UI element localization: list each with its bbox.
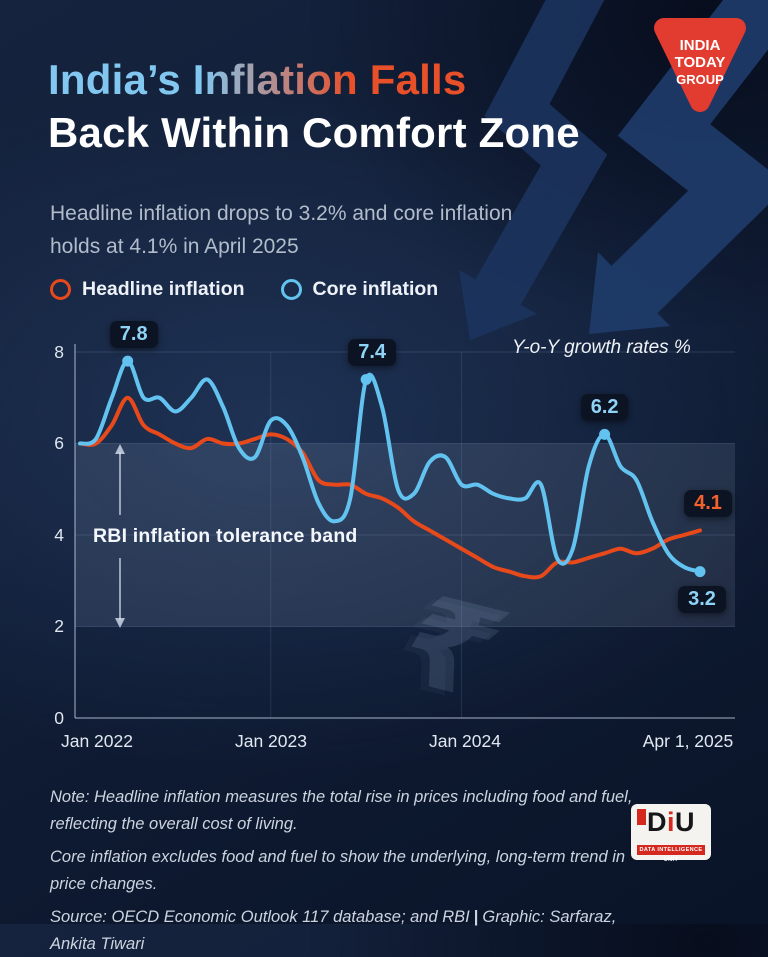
diu-strip-label: DATA INTELLIGENCE UNIT [637, 845, 705, 863]
xtick-jan-2022: Jan 2022 [60, 731, 133, 751]
legend-item-core: Core inflation [280, 278, 439, 301]
logo-line-group: GROUP [676, 72, 724, 87]
annotation-badge-7.8: 7.8 [109, 321, 158, 349]
source-text: Source: OECD Economic Outlook 117 databa… [50, 907, 470, 926]
rbi-band-label: RBI inflation tolerance band [93, 525, 358, 547]
annotation-badge-7.4: 7.4 [348, 339, 397, 367]
xtick-apr-2025: Apr 1, 2025 [642, 731, 734, 751]
legend-item-headline: Headline inflation [50, 278, 245, 301]
yoy-growth-label: Y-o-Y growth rates % [512, 337, 691, 358]
india-today-group-logo: INDIA TODAY GROUP [654, 18, 746, 112]
inflation-line-chart [74, 344, 735, 719]
ytick-8: 8 [54, 342, 64, 362]
data-point-dot [122, 355, 134, 367]
source-separator: | [473, 907, 479, 926]
footer-note-line-3: Core inflation excludes food and fuel to… [50, 848, 626, 894]
trend-arrow-small-icon [459, 0, 608, 340]
ytick-2: 2 [54, 616, 64, 636]
logo-line-india: INDIA [680, 37, 721, 54]
core-series-ring-icon [280, 279, 302, 300]
xtick-jan-2023: Jan 2023 [234, 731, 307, 751]
xtick-jan-2024: Jan 2024 [428, 731, 501, 751]
subtitle: Headline inflation drops to 3.2% and cor… [50, 198, 512, 263]
ytick-6: 6 [54, 433, 64, 453]
annotation-badge-6.2: 6.2 [580, 394, 629, 422]
footer-notes: Note: Headline inflation measures the to… [50, 784, 650, 957]
diu-flag-icon [637, 809, 646, 825]
series-line [78, 395, 702, 580]
ytick-0: 0 [54, 708, 64, 728]
series-line [78, 359, 702, 574]
diu-letter-u: U [675, 807, 695, 837]
annotation-badge-3.2: 3.2 [678, 585, 726, 613]
title-line-2: Back Within Comfort Zone [48, 108, 580, 156]
title-word-inflation: Inflation [192, 56, 358, 103]
footer-note-line-1: Note: Headline inflation measures the to… [50, 788, 633, 806]
band-arrow-up-icon [115, 444, 125, 454]
title-word-falls: Falls [369, 56, 467, 103]
page-title: India’s Inflation Falls Back Within Comf… [48, 54, 580, 159]
data-point-dot [360, 373, 372, 385]
diu-letter-d: D [646, 807, 667, 837]
logo-line-today: TODAY [675, 54, 726, 71]
title-word-indias: India’s [48, 56, 181, 103]
subtitle-line-1: Headline inflation drops to 3.2% and cor… [50, 202, 513, 225]
rbi-tolerance-band [75, 443, 735, 627]
subtitle-line-2: holds at 4.1% in April 2025 [50, 234, 299, 258]
headline-series-ring-icon [50, 279, 71, 300]
diu-letter-i: i [666, 807, 675, 837]
chart-legend: Headline inflation Core inflation [50, 278, 438, 301]
ytick-4: 4 [54, 525, 64, 545]
legend-label-headline: Headline inflation [82, 278, 245, 300]
legend-label-core: Core inflation [312, 278, 439, 300]
band-arrow-down-icon [115, 618, 125, 628]
footer-source-line: Source: OECD Economic Outlook 117 databa… [50, 904, 650, 957]
title-line-1: India’s Inflation Falls [48, 54, 580, 107]
diu-wordmark: DiU [631, 807, 711, 838]
annotation-badge-4.1: 4.1 [684, 490, 732, 518]
data-point-dot [694, 566, 706, 578]
footer-note-line-2: reflecting the overall cost of living. [50, 814, 298, 833]
data-point-dot [599, 428, 611, 440]
diu-logo: DiU DATA INTELLIGENCE UNIT [631, 804, 711, 863]
